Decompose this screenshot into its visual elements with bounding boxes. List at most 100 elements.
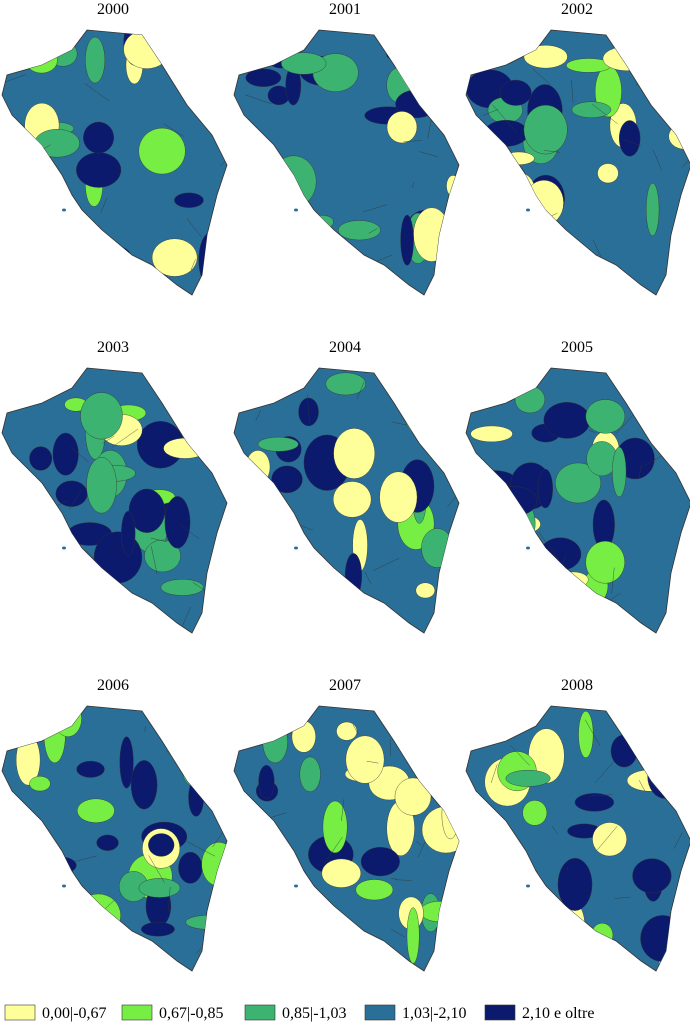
region <box>415 582 436 599</box>
region <box>176 58 216 104</box>
region-border <box>571 79 574 103</box>
region <box>325 372 366 396</box>
region-border <box>84 83 110 102</box>
region-border <box>532 68 551 85</box>
region <box>130 760 158 810</box>
region <box>403 388 439 437</box>
region-border <box>244 94 272 105</box>
region <box>578 710 594 758</box>
map <box>1 705 228 972</box>
region-border <box>216 368 227 387</box>
region <box>96 834 119 851</box>
region <box>322 800 348 854</box>
region-border <box>164 124 184 137</box>
region <box>648 706 672 727</box>
region-border <box>480 164 491 191</box>
region-border <box>102 435 115 444</box>
region <box>189 59 217 80</box>
region <box>555 462 602 504</box>
region <box>257 436 299 452</box>
legend-swatch <box>484 1004 516 1021</box>
region <box>85 36 106 84</box>
region-border <box>638 462 642 480</box>
region <box>647 727 683 763</box>
region <box>610 734 638 768</box>
region <box>412 390 447 439</box>
region <box>160 579 204 596</box>
region <box>164 496 191 549</box>
region <box>521 909 567 965</box>
region <box>490 486 538 517</box>
region-border <box>356 381 365 399</box>
region <box>123 30 171 69</box>
region-border <box>182 606 191 627</box>
region <box>163 437 208 459</box>
region-border <box>623 139 642 146</box>
region-border <box>496 533 501 559</box>
region-border <box>482 109 499 116</box>
region <box>557 858 593 911</box>
map-title: 2004 <box>329 339 361 356</box>
region-border <box>677 368 690 389</box>
region <box>597 163 619 184</box>
map <box>233 29 460 296</box>
island <box>62 884 66 888</box>
region-border <box>395 879 412 881</box>
region <box>141 921 175 937</box>
region <box>675 555 690 596</box>
map <box>465 705 690 972</box>
region-border <box>363 204 388 213</box>
map <box>233 367 460 634</box>
region-border <box>330 264 335 288</box>
region <box>379 471 418 523</box>
region-border <box>248 251 269 279</box>
region-border <box>190 400 206 408</box>
region-border <box>611 567 615 594</box>
region <box>55 480 88 507</box>
region <box>14 162 39 201</box>
region-border <box>653 149 662 170</box>
region-border <box>2 889 14 895</box>
legend-swatch <box>244 1004 276 1021</box>
region-border <box>498 501 520 511</box>
region-border <box>415 841 422 846</box>
region <box>86 244 132 269</box>
region <box>524 180 564 226</box>
region <box>421 528 454 568</box>
region <box>632 858 672 894</box>
region <box>291 720 316 753</box>
region <box>54 706 82 737</box>
region <box>470 425 513 443</box>
region-border <box>61 868 71 874</box>
region-border <box>543 150 561 153</box>
region-border <box>490 838 518 858</box>
region <box>591 922 614 948</box>
region-border <box>352 724 359 735</box>
region <box>386 47 429 63</box>
region <box>420 375 454 397</box>
region <box>14 499 52 528</box>
region <box>148 833 175 857</box>
region <box>344 553 362 599</box>
region <box>571 101 612 118</box>
region-border <box>418 841 425 858</box>
region-border <box>168 886 171 912</box>
region <box>394 777 432 816</box>
region-border <box>391 878 398 880</box>
region <box>434 368 459 393</box>
region-border <box>482 913 498 933</box>
region <box>271 155 317 208</box>
region-border <box>635 58 663 86</box>
region <box>566 904 586 948</box>
map-title: 2008 <box>561 677 593 694</box>
region-border <box>148 855 165 883</box>
legend-swatch <box>4 1004 36 1021</box>
region-border <box>341 798 345 821</box>
region-border <box>492 104 518 134</box>
region <box>474 848 520 896</box>
region <box>182 758 222 790</box>
region <box>543 402 591 439</box>
map-title: 2001 <box>329 1 361 18</box>
region <box>245 68 282 87</box>
region <box>257 186 295 215</box>
